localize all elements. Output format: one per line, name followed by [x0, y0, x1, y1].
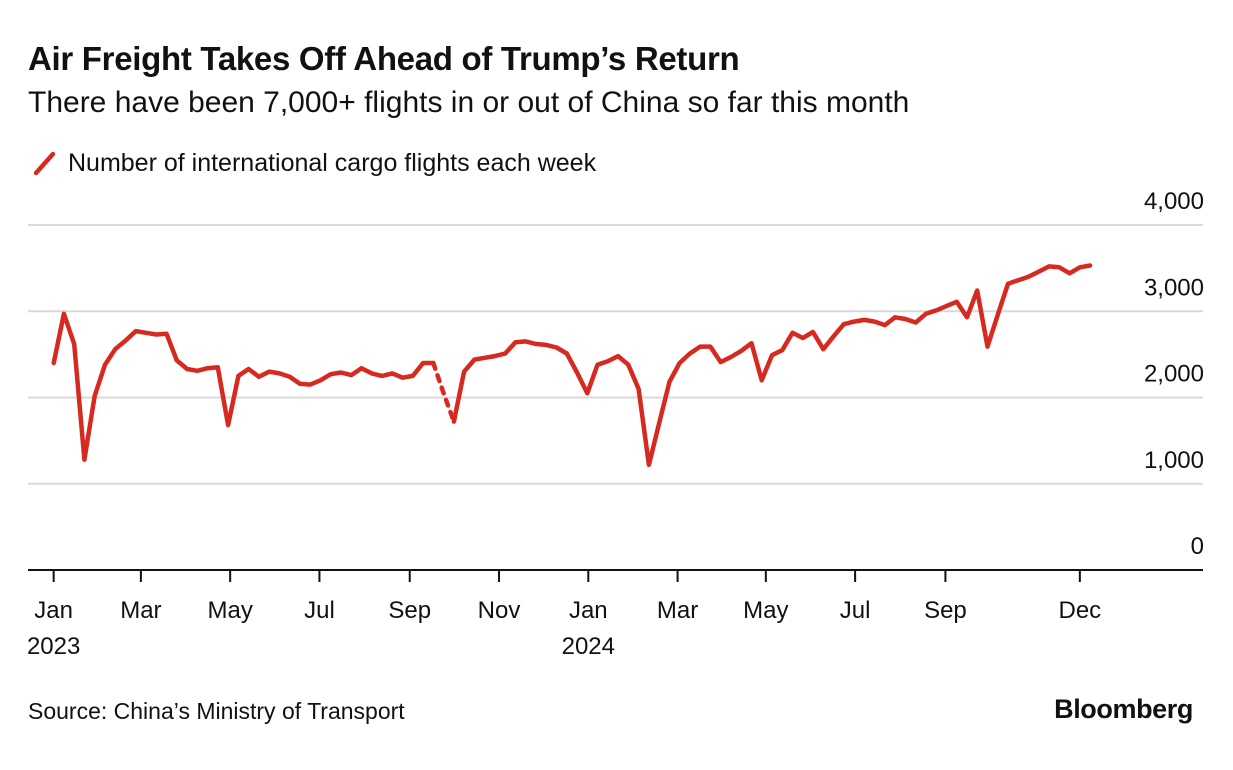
chart-subtitle: There have been 7,000+ flights in or out…	[28, 86, 910, 119]
x-tick-label: Jan	[569, 597, 608, 624]
series-line-gap-dashed	[431, 360, 457, 424]
x-tick-label: Jan	[34, 597, 73, 624]
x-tick-label: Jul	[840, 597, 871, 624]
x-tick-label: Mar	[657, 597, 698, 624]
x-tick-label: May	[743, 597, 788, 624]
chart-title: Air Freight Takes Off Ahead of Trump’s R…	[28, 40, 740, 77]
y-tick-label: 1,000	[1144, 447, 1204, 474]
y-tick-label: 2,000	[1144, 361, 1204, 388]
y-tick-label: 0	[1191, 533, 1204, 560]
x-tick-label: Jul	[304, 597, 335, 624]
series-line-segment	[451, 263, 1093, 468]
source-note: Source: China’s Ministry of Transport	[28, 698, 405, 724]
y-axis-ticks: 0 1,000 2,000 3,000 4,000	[1144, 188, 1204, 560]
x-tick-year-label: 2023	[27, 633, 80, 660]
y-tick-label: 3,000	[1144, 274, 1204, 301]
x-tick-year-label: 2024	[562, 633, 615, 660]
x-tick-label: Dec	[1059, 597, 1102, 624]
series-line	[51, 263, 1093, 468]
x-tick-label: May	[207, 597, 252, 624]
series-line-segment	[51, 311, 436, 462]
x-tick-label: Sep	[388, 597, 431, 624]
gridlines	[28, 224, 1203, 485]
legend: Number of international cargo flights ea…	[30, 147, 596, 179]
legend-label: Number of international cargo flights ea…	[68, 148, 597, 177]
x-axis-ticks: Jan 2023 Mar May Jul Sep Nov Jan 2024 Mar May Jul Se…	[27, 570, 1101, 660]
legend-swatch-icon	[33, 151, 56, 176]
chart-area: 0 1,000 2,000 3,000 4,000 Jan 2023 Mar May Jul Se…	[27, 188, 1204, 660]
x-tick-label: Nov	[478, 597, 521, 624]
x-tick-label: Sep	[924, 597, 967, 624]
bloomberg-logo: Bloomberg	[1054, 694, 1193, 724]
x-tick-label: Mar	[120, 597, 161, 624]
y-tick-label: 4,000	[1144, 188, 1204, 215]
